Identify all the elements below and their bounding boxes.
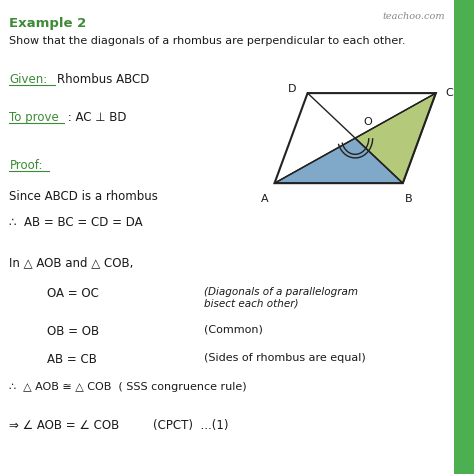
Polygon shape [355,93,436,183]
Text: ∴  △ AOB ≅ △ COB  ( SSS congruence rule): ∴ △ AOB ≅ △ COB ( SSS congruence rule) [9,382,247,392]
Text: (Diagonals of a parallelogram
bisect each other): (Diagonals of a parallelogram bisect eac… [204,287,358,309]
Text: D: D [287,84,296,94]
Text: teachoo.com: teachoo.com [383,12,446,21]
Text: B: B [405,194,412,204]
Text: C: C [446,88,453,98]
Text: Proof:: Proof: [9,159,43,172]
Text: : AC ⊥ BD: : AC ⊥ BD [64,111,127,124]
Text: In △ AOB and △ COB,: In △ AOB and △ COB, [9,256,134,269]
Text: OA = OC: OA = OC [47,287,99,300]
Text: Example 2: Example 2 [9,17,87,29]
Text: Rhombus ABCD: Rhombus ABCD [57,73,149,86]
Text: AB = CB: AB = CB [47,353,97,366]
Bar [454,0,474,474]
Text: Show that the diagonals of a rhombus are perpendicular to each other.: Show that the diagonals of a rhombus are… [9,36,406,46]
Text: ⇒ ∠ AOB = ∠ COB         (CPCT)  ...(1): ⇒ ∠ AOB = ∠ COB (CPCT) ...(1) [9,419,229,432]
Text: (Common): (Common) [204,325,263,335]
Text: ∴  AB = BC = CD = DA: ∴ AB = BC = CD = DA [9,216,143,228]
Text: Since ABCD is a rhombus: Since ABCD is a rhombus [9,190,158,202]
Text: OB = OB: OB = OB [47,325,100,337]
Text: To prove: To prove [9,111,59,124]
Polygon shape [274,138,403,183]
Text: O: O [363,118,372,128]
Text: A: A [261,194,269,204]
Text: (Sides of rhombus are equal): (Sides of rhombus are equal) [204,353,365,363]
Text: Given:: Given: [9,73,48,86]
